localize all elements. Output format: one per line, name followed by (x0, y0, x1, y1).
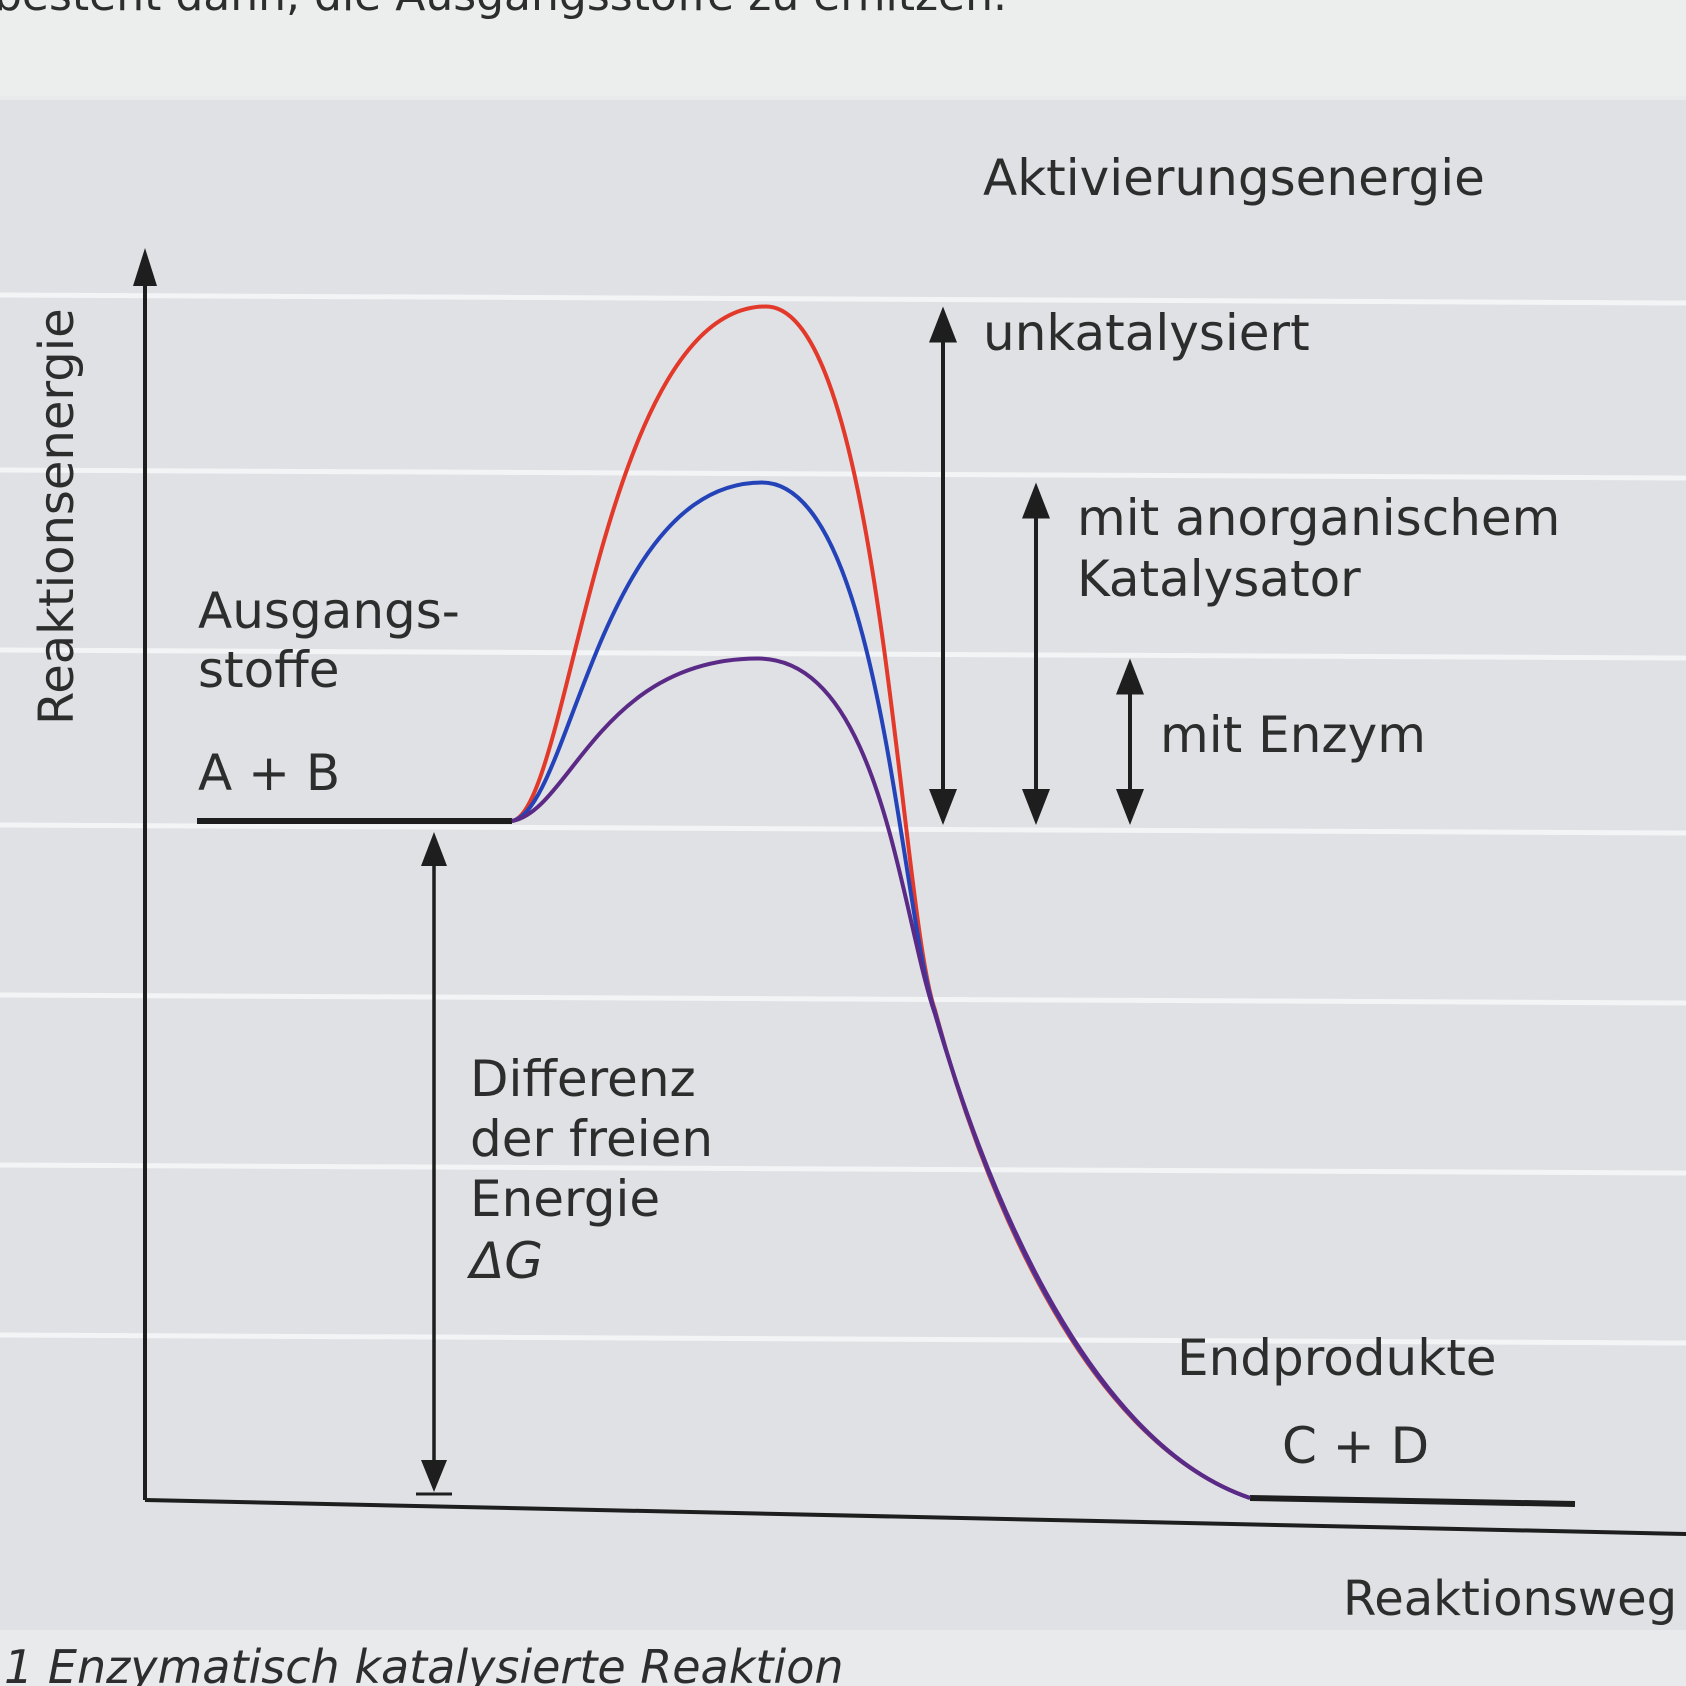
x-axis (144, 1498, 1686, 1536)
delta-label-line3: Energie (470, 1170, 660, 1228)
gridlines (0, 292, 1686, 1346)
delta-label-line1: Differenz (470, 1050, 696, 1108)
axes (133, 248, 1686, 1536)
start-label-line2: stoffe (198, 641, 339, 699)
arrow-enzym (1116, 658, 1144, 825)
arrow-unkatalysiert-head-down (929, 789, 957, 825)
gridline (0, 992, 1686, 1006)
gridline (0, 647, 1686, 661)
reaction-curves (511, 304, 1251, 1500)
gridline (0, 1332, 1686, 1346)
activation-arrows (929, 306, 1144, 825)
arrow-anorganisch-head-up (1022, 482, 1050, 519)
start-formula: A + B (198, 744, 340, 802)
curve-enzym (511, 656, 1251, 1500)
delta-label-line2: der freien (470, 1110, 713, 1168)
arrow-unkatalysiert-head-up (929, 306, 957, 343)
arrow-unkatalysiert (929, 306, 957, 825)
delta-g-arrow (416, 832, 452, 1496)
delta-g-arrowhead-down (421, 1460, 447, 1492)
figure-caption: 1 Enzymatisch katalysierte Reaktion (4, 1640, 844, 1686)
delta-symbol: ΔG (466, 1232, 543, 1290)
delta-g-arrowhead-up (421, 832, 447, 866)
start-label-line1: Ausgangs- (198, 582, 460, 640)
gridline (0, 1162, 1686, 1176)
gridline (0, 292, 1686, 306)
figure-box (0, 100, 1686, 1630)
chart-title: Aktivierungsenergie (983, 149, 1485, 207)
arrow-anorganisch (1022, 482, 1050, 825)
arrow-enzym-head-down (1116, 789, 1144, 825)
label-unkatalysiert: unkatalysiert (983, 304, 1310, 362)
gridline (0, 467, 1686, 481)
arrow-anorganisch-head-down (1022, 789, 1050, 825)
gridline (0, 822, 1686, 836)
page-margin-top (0, 0, 1686, 96)
x-axis-label: Reaktionsweg (1343, 1571, 1677, 1627)
label-enzym: mit Enzym (1160, 706, 1426, 764)
end-label: Endprodukte (1177, 1329, 1497, 1387)
label-anorganisch-line2: Katalysator (1077, 550, 1361, 608)
y-axis-arrowhead (133, 248, 157, 286)
end-formula: C + D (1282, 1417, 1429, 1475)
y-axis-label: Reaktionsenergie (29, 308, 85, 725)
top-text: besteht dann, die Ausgangsstoffe zu erhi… (0, 0, 1007, 21)
arrow-enzym-head-up (1116, 658, 1144, 695)
end-level-line (1249, 1495, 1576, 1507)
label-anorganisch-line1: mit anorganischem (1077, 489, 1560, 547)
